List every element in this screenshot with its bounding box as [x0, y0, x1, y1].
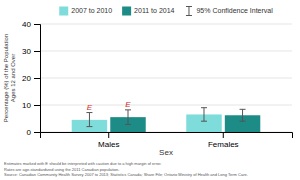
marks [72, 108, 261, 132]
footnote-line: Estimates marked with E should be interp… [4, 161, 161, 166]
tick-mark [34, 78, 40, 79]
error-bar-line [89, 113, 90, 127]
y-axis: 0 10 20 30 40 [22, 20, 40, 137]
legend-swatch [186, 6, 192, 7]
legend-label: 95% Confidence Interval [196, 7, 273, 14]
axis-line [34, 25, 41, 133]
footnote: Estimates marked with E should be interp… [4, 161, 248, 177]
grid-line [40, 24, 292, 25]
footnote-line: Rates are age-standardized using the 201… [4, 167, 119, 172]
error-bar-cap [125, 124, 131, 125]
plot-area: 010203040MalesFemalesEE [22, 20, 292, 149]
error-bar-cap [240, 121, 246, 122]
legend-swatch [59, 7, 68, 16]
error-bar-line [242, 109, 243, 121]
tick: Females [208, 132, 239, 149]
grid-line [40, 78, 292, 79]
tick-label: 10 [22, 101, 31, 110]
tick-label: 30 [22, 47, 31, 56]
series [110, 109, 260, 132]
tick: 40 [22, 20, 40, 29]
tick-label: 20 [22, 74, 31, 83]
x-axis: Males Females [41, 132, 293, 149]
error-bar [125, 110, 131, 125]
footnote-line: Source: Canadian Community Health Survey… [4, 172, 248, 177]
annotation: E [87, 103, 93, 112]
annotations: EE [87, 100, 132, 112]
grid-line [40, 51, 292, 52]
tick-mark [108, 132, 109, 138]
error-bar-line [128, 110, 129, 125]
x-axis-title: Sex [159, 148, 173, 157]
legend: 2007 to 2010 2011 to 2014 95% Confidence I… [59, 7, 273, 16]
axis-line [41, 133, 293, 139]
annotation: E [125, 100, 131, 109]
error-bar-line [203, 108, 204, 122]
legend-label: 2011 to 2014 [134, 7, 174, 14]
error-bar-cap [86, 112, 92, 113]
tick-label: 0 [27, 128, 32, 137]
grid [40, 24, 292, 132]
series [72, 108, 222, 132]
tick: 0 [27, 128, 40, 137]
tick: Males [98, 132, 119, 149]
error-bar-cap [125, 109, 131, 110]
legend-item: 2011 to 2014 [122, 7, 174, 16]
tick-mark [223, 132, 224, 138]
tick-mark [34, 24, 40, 25]
y-axis-title: Percentage (%) of the PopulationAges 12 … [3, 34, 16, 122]
error-bar [201, 108, 207, 122]
tick-mark [34, 132, 40, 133]
tick: 20 [22, 74, 40, 83]
tick-mark [34, 105, 40, 106]
tick-label: 40 [22, 20, 31, 29]
legend-swatch [188, 7, 189, 16]
error-bar-cap [86, 126, 92, 127]
grid-line [40, 105, 292, 106]
tick: 30 [22, 47, 40, 56]
error-bar [240, 109, 246, 121]
error-bar [86, 113, 92, 127]
error-bar-cap [201, 107, 207, 108]
legend-label: 2007 to 2010 [71, 7, 112, 14]
error-bar-cap [240, 109, 246, 110]
legend-item: 95% Confidence Interval [186, 7, 273, 16]
tick: 10 [22, 101, 40, 110]
chart: 010203040MalesFemalesEEPercentage (%) of… [0, 0, 300, 180]
legend-swatch [122, 7, 131, 16]
legend-swatch [186, 15, 192, 16]
tick-mark [34, 51, 40, 52]
tick-label: Females [208, 140, 239, 149]
error-bar-cap [201, 121, 207, 122]
tick-label: Males [98, 140, 119, 149]
legend-item: 2007 to 2010 [59, 7, 112, 16]
